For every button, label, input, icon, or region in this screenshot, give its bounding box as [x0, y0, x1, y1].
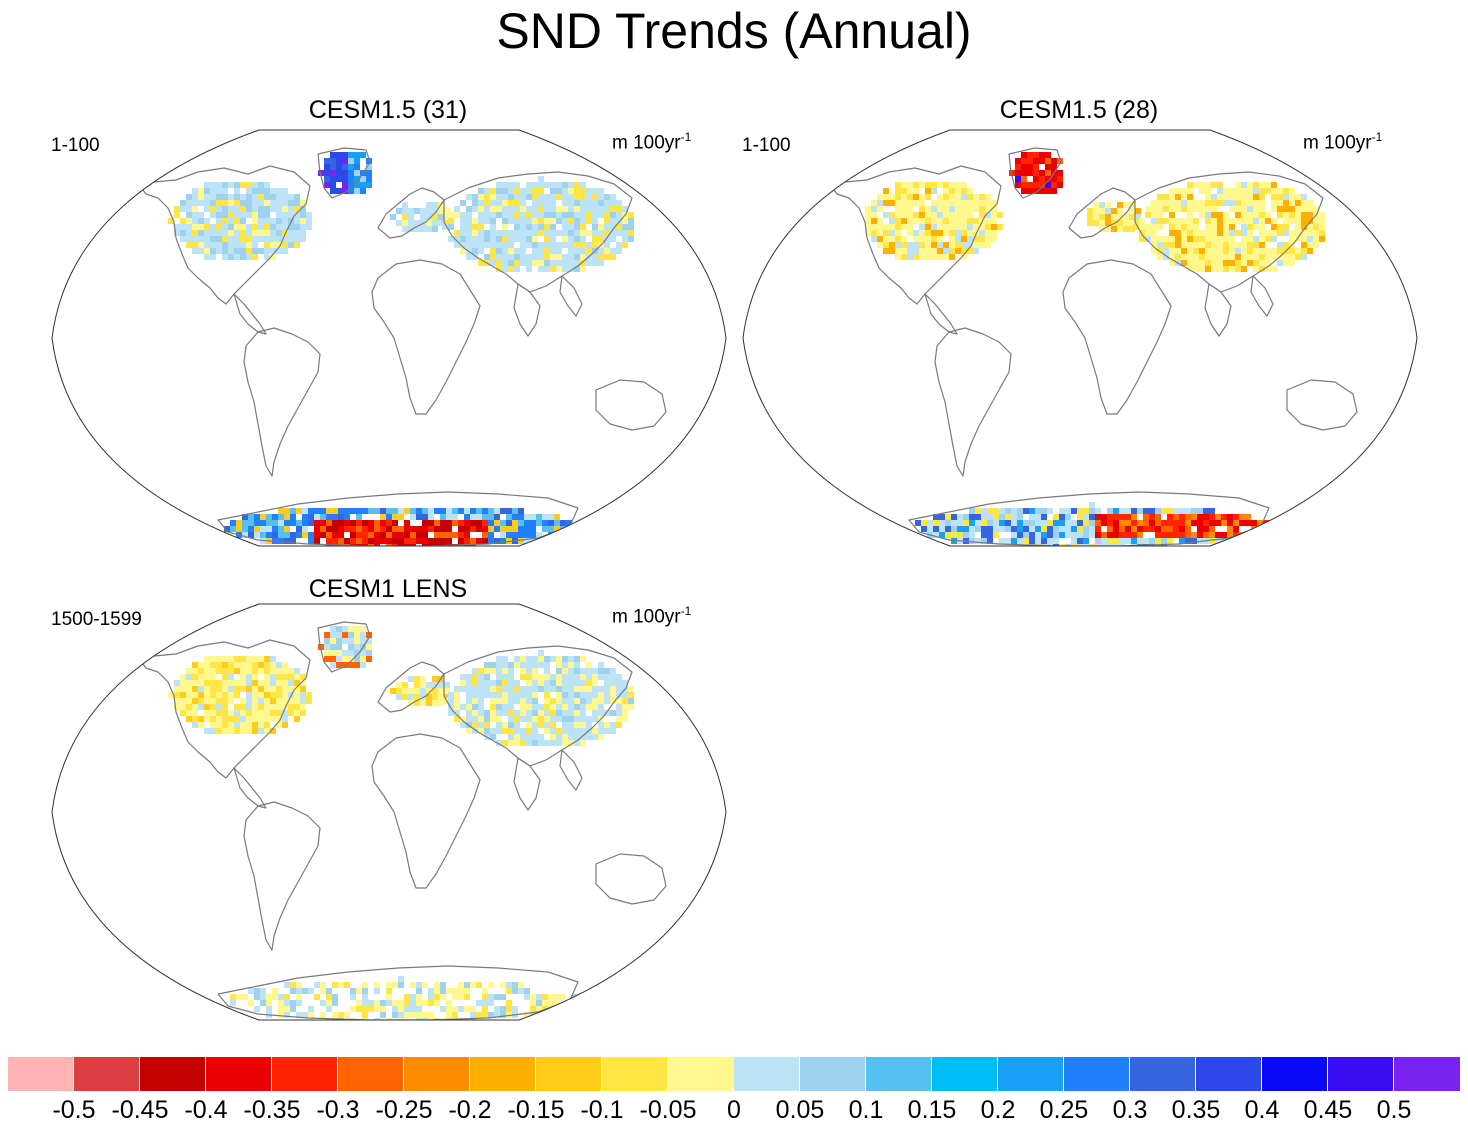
figure-title: SND Trends (Annual) — [496, 3, 972, 59]
colorbar-box — [668, 1057, 734, 1091]
panel-1-units-label: m 100yr-1 — [612, 130, 692, 154]
colorbar-tick-label: -0.35 — [243, 1096, 301, 1124]
colorbar-box — [272, 1057, 338, 1091]
colorbar-tick-label: -0.5 — [52, 1096, 96, 1124]
colorbar-box — [1328, 1057, 1394, 1091]
colorbar-tick-label: -0.1 — [580, 1096, 624, 1124]
panel-2-title: CESM1.5 (28) — [999, 96, 1159, 124]
colorbar-tick-label: 0.3 — [1112, 1096, 1148, 1124]
colorbar-box — [404, 1057, 470, 1091]
panel-2-period-label: 1-100 — [742, 135, 791, 156]
colorbar-tick-label: -0.05 — [639, 1096, 697, 1124]
colorbar-box — [866, 1057, 932, 1091]
colorbar-box — [140, 1057, 206, 1091]
panel-1-map — [51, 129, 727, 547]
colorbar-box — [1394, 1057, 1460, 1091]
colorbar-tick-label: 0.15 — [907, 1096, 957, 1124]
colorbar-tick-label: 0.35 — [1171, 1096, 1221, 1124]
colorbar-tick-label: -0.45 — [111, 1096, 169, 1124]
colorbar-tick-label: 0.4 — [1244, 1096, 1280, 1124]
colorbar-box — [602, 1057, 668, 1091]
colorbar-tick-label: -0.4 — [184, 1096, 228, 1124]
panel-1-title: CESM1.5 (31) — [308, 96, 468, 124]
colorbar-box — [998, 1057, 1064, 1091]
colorbar-box — [734, 1057, 800, 1091]
panel-3-units-label: m 100yr-1 — [612, 604, 692, 628]
colorbar-box — [8, 1057, 74, 1091]
colorbar-box — [1130, 1057, 1196, 1091]
colorbar-tick-label: -0.3 — [316, 1096, 360, 1124]
colorbar — [8, 1057, 1460, 1091]
colorbar-tick-label: 0 — [727, 1096, 741, 1124]
colorbar-tick-label: -0.25 — [375, 1096, 433, 1124]
colorbar-box — [1196, 1057, 1262, 1091]
colorbar-box — [536, 1057, 602, 1091]
panel-2-units-label: m 100yr-1 — [1303, 130, 1383, 154]
colorbar-tick-label: 0.5 — [1376, 1096, 1412, 1124]
colorbar-labels: -0.5 -0.45 -0.4 -0.35 -0.3 -0.25 -0.2 -0.15 -0.1… — [0, 1096, 1468, 1130]
panel-1-period-label: 1-100 — [51, 135, 100, 156]
colorbar-box — [800, 1057, 866, 1091]
colorbar-tick-label: 0.2 — [980, 1096, 1016, 1124]
colorbar-tick-label: 0.05 — [775, 1096, 825, 1124]
colorbar-box — [1262, 1057, 1328, 1091]
panel-3-period-label: 1500-1599 — [51, 609, 142, 630]
colorbar-tick-label: 0.1 — [848, 1096, 884, 1124]
panel-3-map — [51, 603, 727, 1021]
colorbar-tick-label: -0.2 — [448, 1096, 492, 1124]
colorbar-box — [1064, 1057, 1130, 1091]
panel-2-map — [742, 129, 1418, 547]
colorbar-box — [206, 1057, 272, 1091]
colorbar-tick-label: -0.15 — [507, 1096, 565, 1124]
colorbar-tick-label: 0.45 — [1303, 1096, 1353, 1124]
colorbar-tick-label: 0.25 — [1039, 1096, 1089, 1124]
colorbar-box — [338, 1057, 404, 1091]
colorbar-box — [932, 1057, 998, 1091]
colorbar-box — [470, 1057, 536, 1091]
panel-3-title: CESM1 LENS — [308, 575, 468, 603]
colorbar-box — [74, 1057, 140, 1091]
